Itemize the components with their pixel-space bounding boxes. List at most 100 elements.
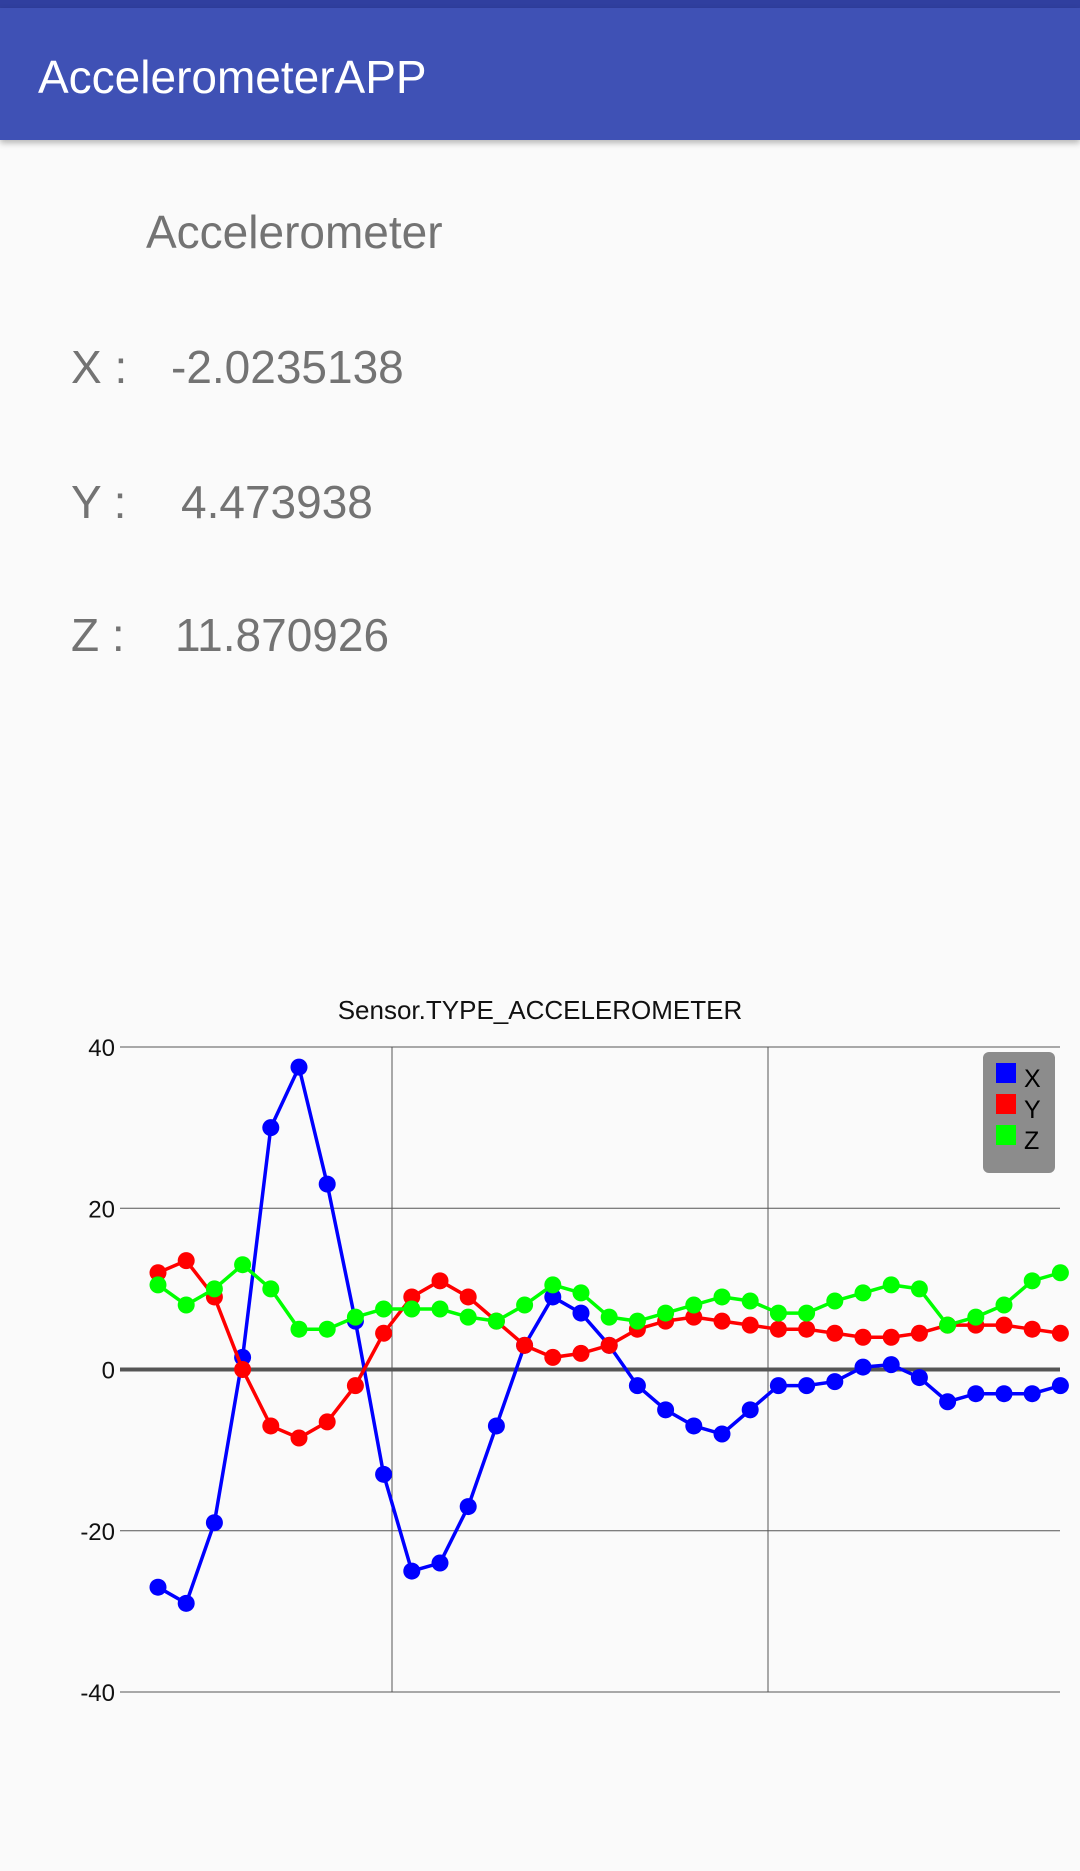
series-z-point	[262, 1280, 280, 1298]
series-z-point	[318, 1320, 336, 1338]
series-x-point	[403, 1562, 421, 1580]
series-z-point	[854, 1284, 872, 1302]
series-z-point	[657, 1304, 675, 1322]
series-z-point	[205, 1280, 223, 1298]
series-x-point	[741, 1401, 759, 1419]
series-z-point	[798, 1304, 816, 1322]
series-x-point	[854, 1358, 872, 1376]
series-x-point	[769, 1377, 787, 1395]
series-z-point	[713, 1288, 731, 1306]
series-x-point	[910, 1369, 928, 1387]
series-y-point	[713, 1312, 731, 1330]
series-y-point	[149, 1264, 167, 1282]
series-y-point	[769, 1320, 787, 1338]
series-y-point	[375, 1324, 393, 1342]
legend-label-y: Y	[1024, 1096, 1041, 1124]
series-x-point	[487, 1417, 505, 1435]
series-x-point	[262, 1119, 280, 1137]
series-z-point	[769, 1304, 787, 1322]
series-y-point	[1051, 1324, 1069, 1342]
series-y-point	[910, 1324, 928, 1342]
series-z-point	[685, 1296, 703, 1314]
series-z-point	[290, 1320, 308, 1338]
reading-x-label: X :	[71, 341, 128, 393]
series-y-point	[572, 1344, 590, 1362]
series-y-point	[516, 1336, 534, 1354]
series-y-point	[1023, 1320, 1041, 1338]
series-x-point	[431, 1554, 449, 1572]
series-x-point	[628, 1377, 646, 1395]
series-x-point	[685, 1417, 703, 1435]
series-x-point	[149, 1578, 167, 1596]
y-tick-label: 0	[102, 1358, 115, 1385]
series-x-point	[1023, 1385, 1041, 1403]
series-x-point	[290, 1058, 308, 1076]
series-x-point	[459, 1498, 477, 1516]
series-z-point	[741, 1292, 759, 1310]
series-z-point	[600, 1308, 618, 1326]
series-z-point	[882, 1276, 900, 1294]
section-title: Accelerometer	[146, 206, 443, 258]
series-y-point	[798, 1320, 816, 1338]
series-z-point	[403, 1300, 421, 1318]
y-tick-label: 40	[88, 1035, 115, 1062]
series-z-point	[572, 1284, 590, 1302]
legend-label-z: Z	[1024, 1127, 1039, 1155]
series-y-point	[741, 1316, 759, 1334]
accelerometer-chart: Sensor.TYPE_ACCELEROMETER -40 -20 0 20 40 X Y Z	[0, 995, 1080, 1725]
series-z-point	[544, 1276, 562, 1294]
y-tick-label: -40	[80, 1680, 115, 1707]
series-z-point	[1023, 1272, 1041, 1290]
series-x-point	[205, 1514, 223, 1532]
y-tick-label: 20	[88, 1196, 115, 1223]
app-bar: AccelerometerAPP	[0, 8, 1080, 140]
series-z-point	[149, 1276, 167, 1294]
reading-z-label: Z :	[71, 609, 125, 661]
series-z-point	[375, 1300, 393, 1318]
y-tick-label: -20	[80, 1519, 115, 1546]
series-z-point	[516, 1296, 534, 1314]
series-y-point	[600, 1336, 618, 1354]
series-z-point	[628, 1312, 646, 1330]
series-z-point	[431, 1300, 449, 1318]
series-x-point	[713, 1425, 731, 1443]
series-y-point	[544, 1348, 562, 1366]
series-x-point	[939, 1393, 957, 1411]
legend-swatch-y	[996, 1094, 1016, 1114]
series-y-point	[262, 1417, 280, 1435]
series-y-point	[459, 1288, 477, 1306]
series-x-point	[375, 1465, 393, 1483]
series-x-point	[967, 1385, 985, 1403]
series-y-point	[177, 1252, 195, 1270]
reading-y-value: 4.473938	[181, 476, 373, 528]
series-x-point	[544, 1288, 562, 1306]
series-y-point	[431, 1272, 449, 1290]
reading-z-value: 11.870926	[175, 609, 390, 661]
series-z-point	[459, 1308, 477, 1326]
legend-box	[983, 1052, 1055, 1173]
series-y-point	[290, 1429, 308, 1447]
series-z-point	[346, 1308, 364, 1326]
series-z-point	[826, 1292, 844, 1310]
series-y-point	[995, 1316, 1013, 1334]
series-z-point	[939, 1316, 957, 1334]
legend-swatch-z	[996, 1125, 1016, 1145]
series-z-point	[177, 1296, 195, 1314]
series-x-point	[177, 1594, 195, 1612]
reading-y-label: Y :	[71, 476, 127, 528]
series-y-point	[318, 1413, 336, 1431]
series-y-point	[826, 1324, 844, 1342]
chart-title: Sensor.TYPE_ACCELEROMETER	[337, 995, 743, 1025]
series-x-point	[1051, 1377, 1069, 1395]
series-z-point	[967, 1308, 985, 1326]
series-z-point	[234, 1256, 252, 1274]
series-y-point	[234, 1361, 252, 1378]
reading-x-value: -2.0235138	[171, 341, 404, 393]
series-y-point	[685, 1308, 703, 1326]
legend-label-x: X	[1024, 1065, 1041, 1093]
series-y-point	[882, 1328, 900, 1346]
series-x-point	[798, 1377, 816, 1395]
series-x-point	[572, 1304, 590, 1322]
series-x-point	[657, 1401, 675, 1419]
series-x-point	[882, 1356, 900, 1374]
